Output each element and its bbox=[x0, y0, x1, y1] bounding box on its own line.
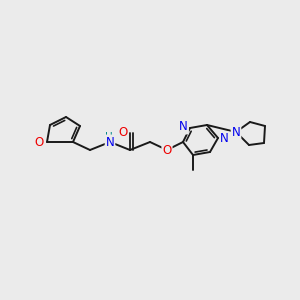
Text: O: O bbox=[35, 136, 44, 149]
Text: O: O bbox=[119, 127, 128, 140]
Text: N: N bbox=[220, 133, 229, 146]
Text: N: N bbox=[106, 136, 114, 148]
Text: O: O bbox=[162, 145, 172, 158]
Text: N: N bbox=[179, 121, 188, 134]
Text: H: H bbox=[105, 132, 113, 142]
Text: N: N bbox=[232, 127, 240, 140]
